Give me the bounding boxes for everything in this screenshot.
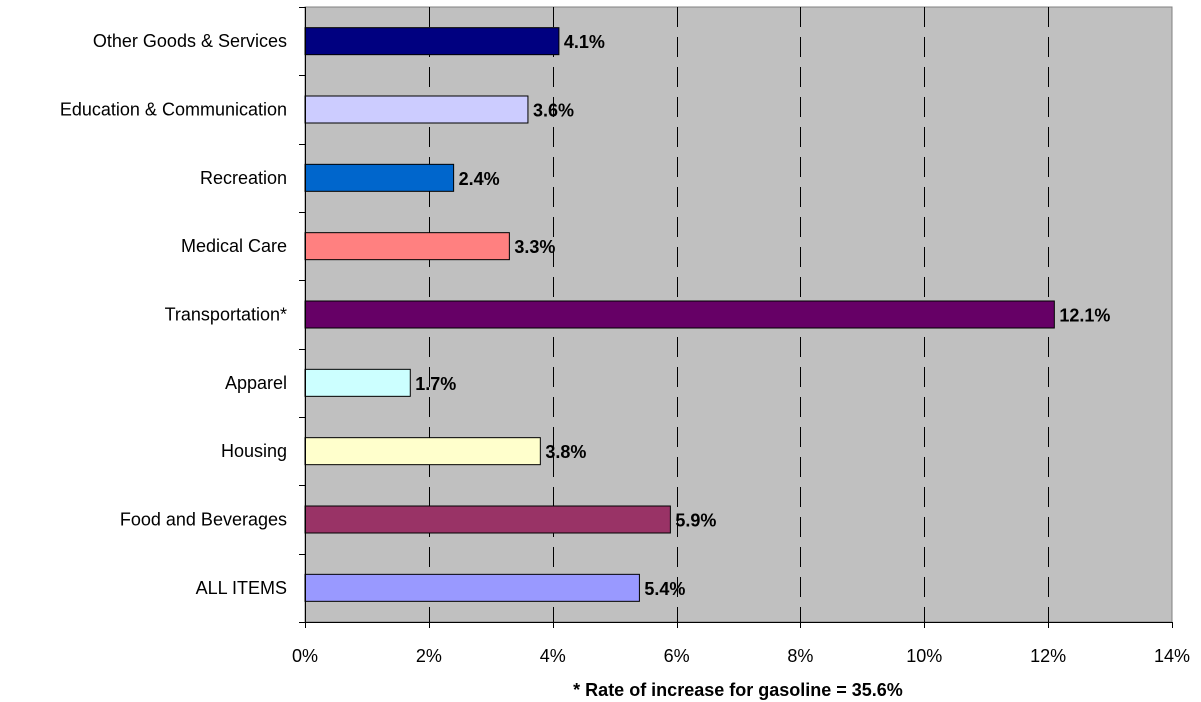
tick-labels: 0% 2% 4% 6% 8% 10% 12% 14% [292, 646, 1190, 666]
data-labels: 4.1% 3.6% 2.4% 3.3% 12.1% 1.7% 3.8% 5.9% 5.4% [415, 32, 1110, 599]
x-tick-label-5: 10% [906, 646, 942, 666]
data-label-1: 3.6% [533, 101, 574, 121]
data-label-4: 12.1% [1059, 306, 1110, 326]
category-label-7: Food and Beverages [120, 510, 287, 530]
bar-2 [304, 163, 455, 192]
x-tick-label-3: 6% [664, 646, 690, 666]
bar-3 [304, 232, 510, 261]
bar-5 [304, 368, 411, 397]
category-label-0: Other Goods & Services [93, 31, 287, 51]
category-label-3: Medical Care [181, 236, 287, 256]
bar-6 [304, 437, 541, 466]
category-label-1: Education & Communication [60, 100, 287, 120]
bar-8 [304, 573, 640, 602]
data-label-6: 3.8% [545, 442, 586, 462]
x-tick-label-0: 0% [292, 646, 318, 666]
data-label-0: 4.1% [564, 32, 605, 52]
axes [299, 7, 1173, 628]
bar-7 [304, 505, 671, 534]
bar-0 [304, 27, 560, 56]
x-tick-label-7: 14% [1154, 646, 1190, 666]
category-label-6: Housing [221, 441, 287, 461]
x-tick-label-2: 4% [540, 646, 566, 666]
data-label-8: 5.4% [644, 579, 685, 599]
category-label-8: ALL ITEMS [196, 578, 287, 598]
x-tick-label-1: 2% [416, 646, 442, 666]
category-label-2: Recreation [200, 168, 287, 188]
x-tick-label-6: 12% [1030, 646, 1066, 666]
bar-1 [304, 95, 529, 124]
bar-4 [304, 300, 1055, 329]
category-label-5: Apparel [225, 373, 287, 393]
category-labels: Other Goods & Services Education & Commun… [60, 31, 287, 598]
x-tick-label-4: 8% [787, 646, 813, 666]
data-label-7: 5.9% [675, 511, 716, 531]
gasoline-footnote: * Rate of increase for gasoline = 35.6% [573, 680, 903, 700]
data-label-5: 1.7% [415, 374, 456, 394]
bars [304, 27, 1055, 602]
category-label-4: Transportation* [165, 305, 287, 325]
data-label-2: 2.4% [459, 169, 500, 189]
data-label-3: 3.3% [514, 237, 555, 257]
